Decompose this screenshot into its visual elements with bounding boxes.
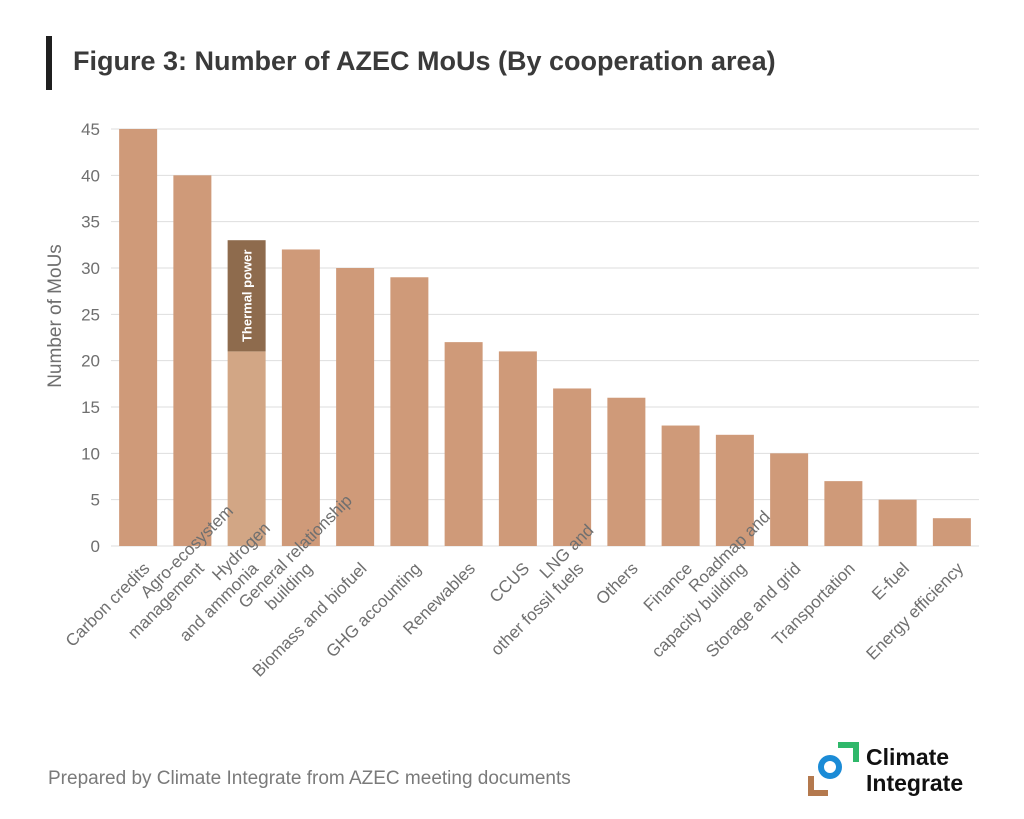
y-tick-label: 30 xyxy=(81,259,100,278)
x-tick-label-line: E-fuel xyxy=(868,559,913,604)
bar xyxy=(173,175,212,547)
y-axis-label: Number of MoUs xyxy=(45,244,66,388)
logo-line-1: Climate xyxy=(866,744,950,770)
bar xyxy=(281,249,320,546)
y-tick-label: 45 xyxy=(81,120,100,139)
segment-label: Thermal power xyxy=(240,250,255,342)
bar xyxy=(824,481,863,546)
x-tick-label: Energy efficiency xyxy=(862,559,967,664)
bar-chart: 0 5 10 15 20 25 30 35 40 45 Number of MoUs Therma… xyxy=(45,120,979,681)
bar xyxy=(553,388,592,546)
x-tick-label-line: other fossil fuels xyxy=(487,559,587,659)
x-tick-label-line: CCUS xyxy=(486,559,533,606)
x-tick-label: Others xyxy=(592,559,642,609)
bar xyxy=(878,499,917,546)
y-tick-label: 15 xyxy=(81,398,100,417)
bar xyxy=(390,277,429,546)
y-axis-ticks: 0 5 10 15 20 25 30 35 40 45 xyxy=(81,120,100,556)
climate-integrate-logo: Climate Integrate xyxy=(808,742,998,798)
source-note: Prepared by Climate Integrate from AZEC … xyxy=(48,768,571,789)
bar xyxy=(336,268,375,546)
bar xyxy=(932,518,971,546)
title-accent-bar xyxy=(46,36,52,90)
y-tick-label: 10 xyxy=(81,444,100,463)
bar xyxy=(715,434,754,546)
bar-segment-thermal-power xyxy=(227,240,266,352)
logo-line-2: Integrate xyxy=(866,770,964,796)
x-tick-label: E-fuel xyxy=(868,559,913,604)
x-tick-label: CCUS xyxy=(486,559,533,606)
bar xyxy=(770,453,809,546)
y-tick-label: 5 xyxy=(91,491,100,510)
logo-mark-icon xyxy=(808,742,859,796)
bar xyxy=(119,129,158,546)
bar xyxy=(661,425,700,546)
x-tick-label-line: Finance xyxy=(640,559,696,615)
y-tick-label: 20 xyxy=(81,352,100,371)
y-tick-label: 35 xyxy=(81,213,100,232)
y-tick-label: 0 xyxy=(91,537,100,556)
x-tick-label: Finance xyxy=(640,559,696,615)
bar-segment-base xyxy=(227,351,266,546)
x-tick-label-line: Energy efficiency xyxy=(862,559,967,664)
bars: Thermal power xyxy=(119,129,971,547)
x-tick-label-line: GHG accounting xyxy=(322,559,424,661)
chart-title: Figure 3: Number of AZEC MoUs (By cooper… xyxy=(73,46,776,76)
bar xyxy=(498,351,537,546)
bar xyxy=(607,397,646,546)
y-tick-label: 40 xyxy=(81,166,100,185)
bar xyxy=(444,342,483,546)
x-tick-label-line: Others xyxy=(592,559,642,609)
x-tick-label: GHG accounting xyxy=(322,559,424,661)
logo-wordmark: Climate Integrate xyxy=(866,744,963,796)
y-tick-label: 25 xyxy=(81,305,100,324)
